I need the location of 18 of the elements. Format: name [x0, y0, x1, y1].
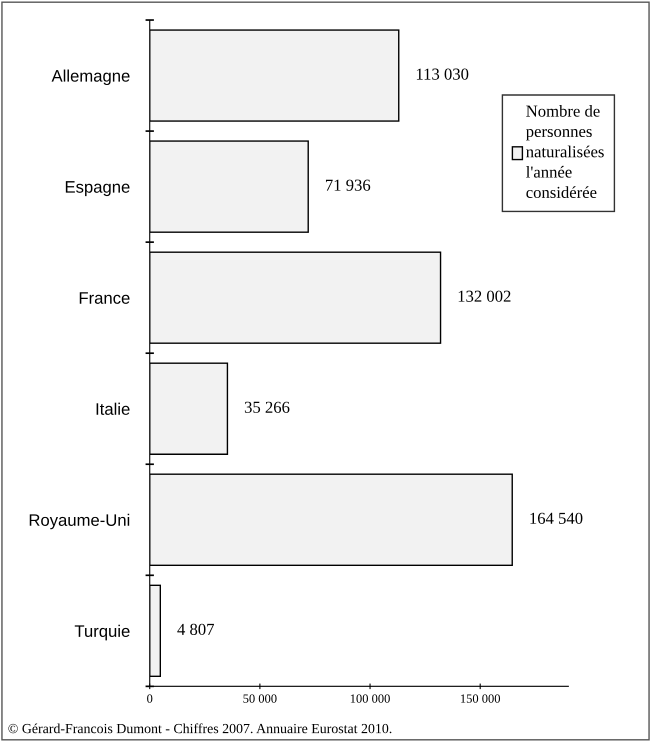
- text: © Gérard-Francois Dumont - Chiffres 2007. Annuaire Eurostat 2010.: [8, 723, 392, 734]
- y-tick-label: Italie: [96, 402, 130, 415]
- data-label: 113 030: [416, 68, 468, 80]
- data-label: 71 936: [326, 180, 370, 191]
- data-label: 35 266: [244, 402, 290, 413]
- y-tick-label: France: [80, 292, 130, 304]
- y-tick-label: Royaume-Uni: [30, 514, 130, 530]
- data-label: 4 807: [177, 624, 214, 635]
- y-tick-label: Turquie: [74, 624, 130, 640]
- x-tick-label: 100 000: [350, 694, 390, 703]
- x-tick-label: 50 000: [243, 694, 277, 703]
- legend-label: Nombre de personnes naturalisées l'année considérée: [526, 105, 604, 198]
- x-tick-label: 150 000: [460, 694, 500, 703]
- y-tick-label: Espagne: [66, 181, 130, 196]
- y-tick-label: Allemagne: [52, 70, 130, 86]
- x-tick-label: 0: [147, 694, 152, 703]
- data-label: 164 540: [530, 512, 582, 524]
- data-label: 132 002: [458, 290, 510, 302]
